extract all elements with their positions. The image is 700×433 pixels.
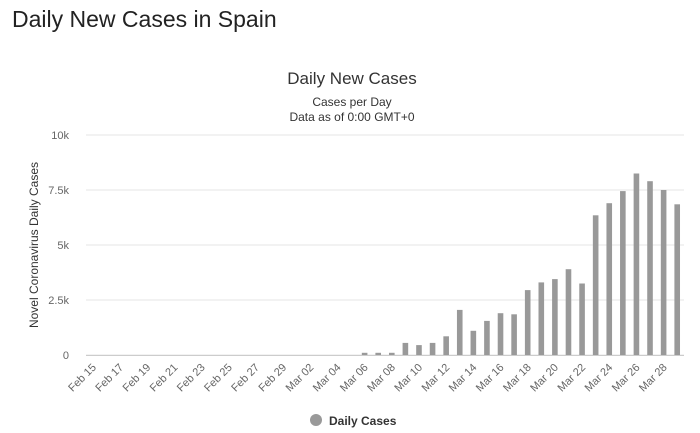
x-tick-label: Mar 14 [447, 362, 480, 395]
x-tick-label: Mar 28 [637, 362, 670, 395]
bar[interactable]: Mar 08: 100 [388, 352, 395, 355]
bar[interactable]: Mar 23: 6350 [592, 215, 599, 355]
bar[interactable]: Mar 11: 550 [429, 342, 436, 355]
x-tick-label: Mar 06 [338, 362, 371, 395]
y-axis-label: Novel Coronavirus Daily Cases [27, 162, 41, 328]
chart-title: Daily New Cases [287, 69, 416, 88]
bar[interactable]: Mar 27: 7900 [647, 181, 653, 355]
x-tick-label: Mar 12 [420, 362, 453, 395]
bar[interactable]: Mar 07: 100 [375, 352, 382, 355]
x-tick-label: Mar 08 [365, 362, 398, 395]
bar[interactable]: Mar 18: 2950 [524, 290, 531, 355]
x-tick-label: Feb 21 [148, 362, 181, 395]
x-tick-label: Mar 24 [583, 362, 616, 395]
y-tick-label: 10k [51, 130, 69, 142]
legend-marker-icon [310, 414, 322, 426]
y-tick-label: 7.5k [48, 185, 69, 197]
x-tick-label: Feb 29 [256, 362, 289, 395]
chart-subtitle-line-2: Data as of 0:00 GMT+0 [289, 110, 414, 124]
bar[interactable]: Mar 19: 3300 [538, 282, 545, 355]
x-tick-label: Feb 17 [93, 362, 126, 395]
x-tick-label: Mar 16 [474, 362, 507, 395]
x-tick-label: Mar 02 [284, 362, 317, 395]
bar[interactable]: Mar 28: 7500 [660, 190, 667, 355]
x-tick-label: Feb 19 [121, 362, 154, 395]
y-tick-label: 0 [63, 350, 69, 362]
bar[interactable]: Mar 06: 100 [361, 352, 368, 355]
x-tick-label: Mar 04 [311, 362, 344, 395]
chart-subtitle-line-1: Cases per Day [312, 95, 391, 109]
x-tick-label: Feb 23 [175, 362, 208, 395]
x-tick-label: Mar 10 [392, 362, 425, 395]
bar[interactable]: Mar 25: 7450 [620, 191, 626, 355]
bar[interactable]: Mar 29: 6850 [674, 204, 681, 355]
x-tick-label: Mar 18 [501, 362, 534, 395]
bar[interactable]: Mar 10: 450 [416, 345, 422, 355]
bars: Mar 06: 100 Mar 07: 100 Mar 08: 100 Mar 09:… [361, 173, 681, 356]
page-title: Daily New Cases in Spain [12, 6, 277, 32]
bar[interactable]: Mar 14: 1100 [470, 330, 477, 355]
bar[interactable]: Mar 16: 1900 [497, 313, 504, 355]
bar[interactable]: Mar 09: 550 [402, 342, 409, 355]
bar[interactable]: Mar 21: 3900 [565, 269, 572, 355]
y-tick-label: 5k [57, 240, 69, 252]
x-tick-label: Feb 27 [229, 362, 262, 395]
bar[interactable]: Mar 13: 2050 [456, 309, 463, 355]
legend[interactable]: Daily Cases [310, 414, 397, 428]
bar[interactable]: Mar 15: 1550 [484, 320, 490, 355]
x-tick-label: Mar 20 [528, 362, 561, 395]
x-tick-label: Feb 15 [66, 362, 99, 395]
legend-label: Daily Cases [329, 414, 397, 428]
x-tick-label: Mar 26 [610, 362, 643, 395]
x-tick-label: Feb 25 [202, 362, 235, 395]
bar[interactable]: Mar 24: 6900 [606, 203, 613, 355]
bar[interactable]: Mar 20: 3450 [552, 279, 558, 355]
bar[interactable]: Mar 22: 3250 [579, 283, 585, 356]
x-tick-label: Mar 22 [555, 362, 588, 395]
bar[interactable]: Mar 12: 850 [443, 336, 449, 355]
y-tick-label: 2.5k [48, 295, 69, 307]
bar[interactable]: Mar 26: 8250 [633, 173, 640, 356]
bar[interactable]: Mar 17: 1850 [511, 314, 517, 355]
